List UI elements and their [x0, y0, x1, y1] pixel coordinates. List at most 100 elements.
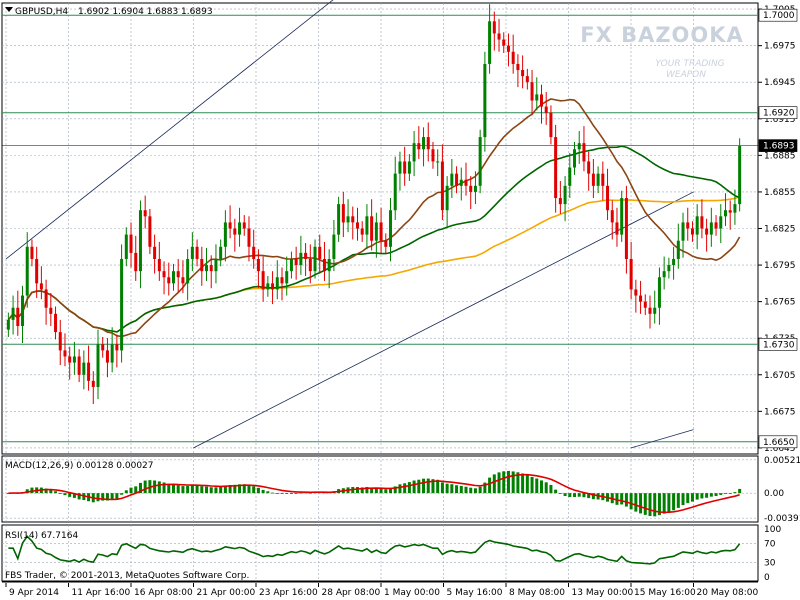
- macd-tick-label: 0.00: [764, 489, 784, 499]
- price-tag-label: 1.6730: [763, 340, 795, 350]
- macd-bar: [629, 493, 633, 510]
- candle-body: [417, 143, 421, 150]
- macd-bar: [412, 480, 416, 494]
- candle-body: [398, 161, 402, 174]
- macd-bar: [497, 472, 501, 494]
- candle-body: [558, 198, 562, 205]
- macd-bar: [219, 486, 223, 494]
- candle-body: [469, 185, 473, 192]
- macd-bar: [49, 489, 53, 494]
- candle-body: [700, 216, 704, 229]
- time-tick-label: 28 Apr 08:00: [322, 588, 381, 598]
- candle-body: [63, 350, 67, 357]
- macd-bar: [738, 488, 742, 494]
- macd-bar: [407, 482, 411, 494]
- price-tag-label: 1.6920: [763, 109, 795, 119]
- candle-body: [289, 258, 293, 272]
- macd-bar: [624, 493, 628, 507]
- macd-bar: [530, 476, 534, 494]
- rsi-axis: 100 70 30 0: [764, 525, 781, 583]
- candle-body: [624, 198, 628, 259]
- candle-body: [525, 76, 529, 83]
- candle-body: [506, 45, 510, 52]
- macd-bar: [186, 485, 190, 494]
- macd-bar: [539, 480, 543, 494]
- macd-bar: [488, 477, 492, 494]
- macd-bar: [398, 484, 402, 494]
- macd-bar: [134, 486, 138, 494]
- macd-bar: [247, 485, 251, 494]
- macd-bar: [714, 493, 718, 496]
- candle-body: [662, 271, 666, 278]
- candle-body: [143, 210, 147, 217]
- candle-body: [639, 295, 643, 302]
- candle-body: [181, 277, 185, 284]
- candle-body: [464, 179, 468, 186]
- candle-body: [327, 258, 331, 272]
- price-tick-label: 1.6885: [764, 151, 796, 161]
- macd-bar: [506, 470, 510, 494]
- macd-bar: [440, 482, 444, 494]
- macd-bar: [30, 487, 34, 494]
- candle-body: [266, 283, 270, 290]
- candle-body: [261, 271, 265, 290]
- trendlines: [5, 0, 694, 449]
- candle-body: [72, 356, 76, 363]
- rsi-pane[interactable]: RSI(14) 67.7164 FBS Trader, © 2001-2013,…: [1, 524, 759, 582]
- candle-body: [379, 222, 383, 241]
- candle-body: [205, 265, 209, 272]
- macd-bar: [455, 485, 459, 494]
- macd-bar: [450, 484, 454, 494]
- price-tick-label: 1.6945: [764, 78, 796, 88]
- macd-bar: [667, 493, 671, 512]
- macd-bar: [554, 489, 558, 494]
- candle-body: [54, 313, 58, 333]
- rsi-tick-label: 30: [764, 559, 776, 569]
- macd-bar: [242, 484, 246, 494]
- symbol-label: GBPUSD,H4: [15, 7, 68, 17]
- macd-bar: [615, 493, 619, 505]
- ohlc-label: 1.6902 1.6904 1.6883 1.6893: [78, 7, 213, 17]
- macd-bar: [280, 493, 284, 494]
- macd-bar: [478, 486, 482, 494]
- price-tick-label: 1.6705: [764, 371, 796, 381]
- price-pane[interactable]: FX BAZOOKA YOUR TRADING WEAPON GBPUSD,H4…: [1, 0, 759, 455]
- candle-body: [573, 149, 577, 168]
- watermark-tagline: WEAPON: [666, 70, 706, 80]
- candle-body: [610, 210, 614, 223]
- macd-bar: [483, 482, 487, 494]
- price-axis: 1.70051.69751.69451.69151.68851.68551.68…: [758, 5, 798, 454]
- candle-body: [190, 246, 194, 259]
- macd-bar: [261, 489, 265, 494]
- candle-body: [223, 222, 227, 247]
- macd-bar: [686, 493, 690, 504]
- candle-body: [360, 228, 364, 235]
- rsi-line: [8, 535, 741, 565]
- candle-body: [422, 137, 426, 150]
- candle-body: [705, 228, 709, 235]
- price-tick-label: 1.6675: [764, 407, 796, 417]
- candle-body: [554, 137, 558, 199]
- macd-bar: [379, 488, 383, 494]
- macd-pane[interactable]: MACD(12,26,9) 0.00128 0.00027: [1, 455, 759, 523]
- time-tick-label: 15 May 16:00: [634, 588, 696, 598]
- time-tick-label: 1 May 00:00: [384, 588, 440, 598]
- candle-body: [591, 173, 595, 186]
- macd-bar: [469, 487, 473, 494]
- candle-body: [228, 222, 232, 229]
- macd-bar: [573, 493, 577, 498]
- candle-body: [308, 258, 312, 272]
- candle-body: [209, 265, 213, 272]
- candle-body: [332, 234, 336, 259]
- candle-body: [657, 277, 661, 308]
- candle-body: [256, 258, 260, 272]
- candle-body: [96, 344, 100, 387]
- candle-body: [105, 350, 109, 363]
- macd-bar: [700, 493, 704, 499]
- macd-bar: [587, 493, 591, 499]
- macd-bar: [205, 486, 209, 494]
- chart-header: GBPUSD,H4 1.6902 1.6904 1.6883 1.6893: [5, 7, 213, 17]
- trendline: [193, 191, 694, 449]
